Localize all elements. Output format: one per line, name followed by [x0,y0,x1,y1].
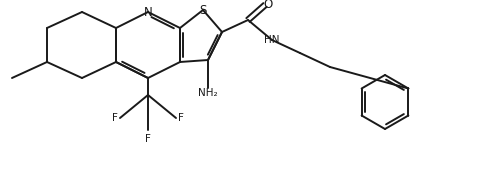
Text: N: N [144,6,152,19]
Text: O: O [263,0,273,12]
Text: F: F [112,113,118,123]
Text: F: F [178,113,184,123]
Text: S: S [200,4,207,17]
Text: HN: HN [264,35,280,45]
Text: NH₂: NH₂ [198,88,218,98]
Text: F: F [145,134,151,144]
